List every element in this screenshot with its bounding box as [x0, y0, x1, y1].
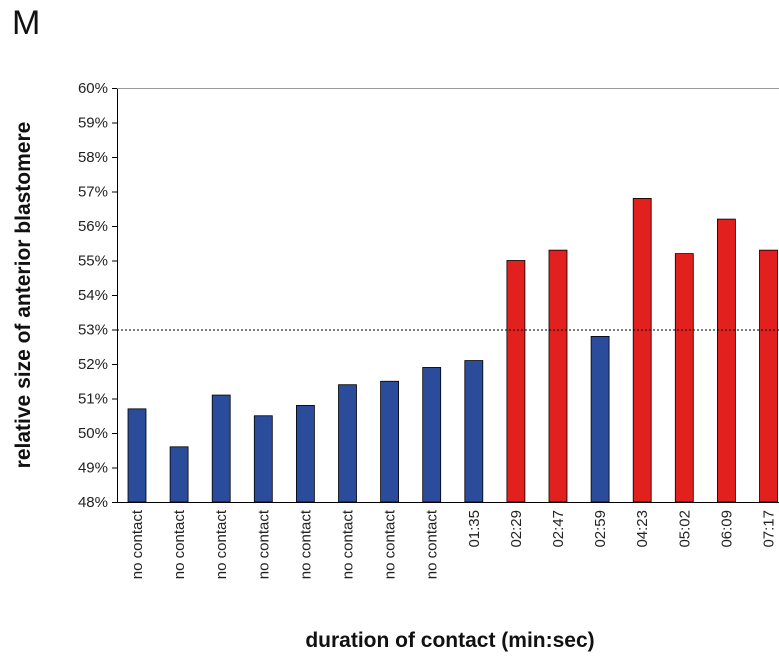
y-tick-label: 54%	[78, 287, 108, 304]
x-tick-label: 05:02	[676, 510, 693, 548]
y-tick-label: 53%	[78, 322, 108, 339]
x-tick-label: no contact	[297, 509, 314, 579]
bar	[295, 404, 315, 503]
y-tick-label: 58%	[78, 149, 108, 166]
y-tick-label: 51%	[78, 391, 108, 408]
bar	[632, 197, 652, 503]
bar	[759, 249, 778, 503]
x-tick-label: no contact	[171, 509, 188, 579]
bar	[422, 367, 442, 503]
bars	[127, 197, 778, 503]
x-tick-label: no contact	[340, 509, 357, 579]
x-tick-label: 07:17	[761, 510, 778, 548]
bar	[464, 360, 484, 503]
x-tick-label: 06:09	[718, 510, 735, 548]
y-tick-label: 60%	[78, 80, 108, 97]
x-axis-labels: no contact no contact no contact no contact…	[129, 509, 778, 579]
x-tick-label: no contact	[382, 509, 399, 579]
x-tick-label: 02:59	[592, 510, 609, 548]
y-axis-ticks: 48% 49% 50% 51% 52% 53% 54% 55% 56% 57% 58% 59% 60%	[78, 80, 117, 511]
y-tick-label: 52%	[78, 356, 108, 373]
y-axis-title: relative size of anterior blastomere	[12, 122, 35, 469]
y-tick-label: 48%	[78, 494, 108, 511]
x-tick-label: 02:29	[508, 510, 525, 548]
bar	[127, 408, 147, 503]
bar	[253, 415, 273, 503]
y-tick-label: 56%	[78, 218, 108, 235]
y-tick-label: 49%	[78, 460, 108, 477]
y-tick-label: 59%	[78, 115, 108, 132]
panel-label: M	[12, 4, 41, 42]
bar	[674, 253, 694, 503]
bar	[717, 218, 736, 503]
bar	[590, 335, 610, 503]
y-tick-label: 55%	[78, 253, 108, 270]
bar	[211, 394, 231, 503]
x-axis-title: duration of contact (min:sec)	[305, 629, 594, 652]
x-tick-label: no contact	[213, 509, 230, 579]
x-tick-label: 01:35	[466, 510, 483, 548]
x-tick-label: 02:47	[550, 510, 567, 548]
bar	[380, 380, 400, 503]
y-tick-label: 50%	[78, 425, 108, 442]
x-tick-label: no contact	[129, 509, 146, 579]
bar	[338, 384, 357, 503]
y-tick-label: 57%	[78, 184, 108, 201]
bar	[506, 260, 526, 503]
x-tick-label: no contact	[255, 509, 272, 579]
bar	[169, 446, 189, 503]
bar	[548, 249, 568, 503]
x-tick-label: 04:23	[634, 510, 651, 548]
x-tick-label: no contact	[424, 509, 441, 579]
